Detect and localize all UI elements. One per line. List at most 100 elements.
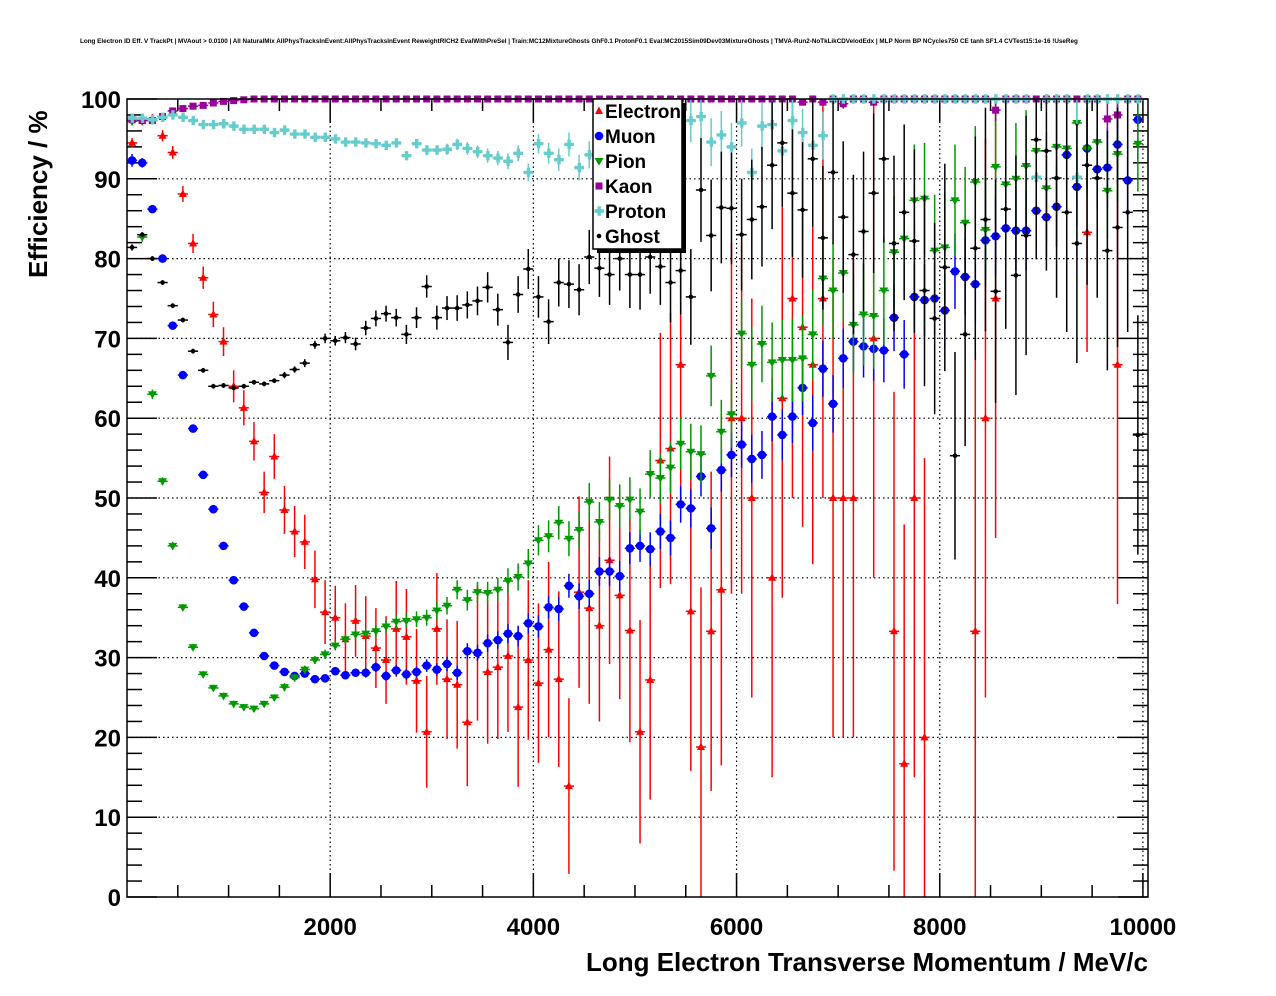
muon-marker: [442, 659, 452, 669]
electron-point: [462, 658, 473, 787]
electron-point: [523, 580, 534, 740]
muon-marker: [381, 671, 391, 681]
muon-marker: [463, 646, 472, 656]
ghost-point: [1061, 99, 1072, 333]
kaon-point: [198, 101, 209, 109]
pion-marker: [219, 692, 229, 701]
electron-marker: [168, 147, 177, 156]
ghost-point: [584, 229, 595, 285]
electron-point: [452, 620, 463, 749]
ghost-point: [838, 141, 849, 293]
muon-marker: [788, 412, 797, 421]
muon-point: [492, 631, 503, 649]
muon-point: [431, 663, 442, 676]
electron-point: [320, 580, 331, 645]
pion-point: [878, 236, 889, 345]
electron-point: [177, 185, 188, 202]
pion-point: [726, 380, 737, 448]
ghost-point: [330, 336, 341, 346]
ghost-marker: [627, 272, 633, 277]
muon-point: [685, 489, 696, 528]
ghost-point: [1102, 130, 1113, 371]
ghost-marker: [261, 381, 267, 387]
ghost-point: [360, 320, 371, 336]
ghost-marker: [820, 235, 826, 241]
ghost-marker: [1115, 225, 1120, 230]
ghost-point: [604, 244, 615, 305]
ghost-marker: [1084, 162, 1090, 168]
ghost-point: [1031, 99, 1042, 260]
muon-point: [391, 664, 402, 676]
muon-marker: [168, 321, 178, 330]
ghost-marker: [1074, 241, 1080, 246]
pion-marker: [635, 508, 645, 517]
muon-marker: [615, 571, 625, 581]
proton-marker: [330, 134, 341, 144]
ghost-marker: [647, 254, 653, 260]
muon-marker: [158, 254, 167, 263]
electron-marker: [128, 138, 137, 146]
electron-point: [970, 351, 981, 897]
ghost-point: [299, 359, 310, 368]
proton-point: [482, 148, 493, 163]
kaon-marker: [220, 97, 228, 105]
pion-point: [868, 263, 879, 369]
proton-point: [492, 150, 503, 166]
pion-point: [716, 399, 727, 464]
muon-marker: [239, 602, 249, 611]
pion-point: [787, 318, 798, 402]
muon-marker: [351, 668, 360, 678]
pion-marker: [249, 705, 259, 714]
proton-point: [248, 124, 260, 135]
ghost-point: [574, 264, 585, 316]
ghost-marker: [1054, 175, 1059, 181]
pion-point: [269, 694, 280, 702]
muon-marker: [595, 567, 604, 576]
ghost-point: [1021, 115, 1032, 356]
ghost-marker: [678, 268, 683, 273]
electron-marker: [209, 309, 218, 318]
ghost-marker: [993, 289, 998, 294]
ghost-marker: [912, 238, 917, 244]
muon-marker: [209, 504, 218, 514]
ghost-marker: [637, 272, 643, 277]
ghost-marker: [475, 298, 480, 304]
pion-point: [198, 671, 209, 679]
kaon-point: [228, 97, 239, 105]
proton-point: [218, 119, 229, 129]
ghost-marker: [566, 281, 572, 287]
proton-marker: [472, 146, 483, 157]
proton-marker: [127, 113, 137, 123]
pion-point: [228, 700, 239, 709]
muon-point: [320, 674, 331, 683]
y-tick-label: 0: [108, 885, 121, 912]
pion-marker: [381, 623, 391, 631]
electron-point: [482, 600, 493, 744]
electron-point: [208, 301, 219, 328]
ghost-point: [919, 194, 930, 387]
kaon-point: [797, 98, 808, 106]
pion-point: [248, 705, 260, 714]
muon-marker: [727, 450, 736, 460]
legend-pion-icon: [594, 158, 604, 166]
muon-marker: [280, 667, 289, 677]
pion-marker: [269, 694, 279, 702]
ghost-marker: [282, 372, 287, 378]
ghost-marker: [444, 305, 450, 311]
proton-point: [411, 138, 422, 149]
ghost-marker: [576, 287, 582, 293]
proton-marker: [320, 132, 331, 143]
ghost-point: [228, 385, 239, 391]
proton-point: [452, 138, 463, 151]
ghost-point: [797, 142, 808, 278]
proton-point: [309, 132, 321, 143]
ghost-point: [309, 340, 321, 349]
pion-marker: [158, 478, 168, 486]
muon-marker: [574, 591, 584, 601]
muon-marker: [706, 524, 716, 533]
electron-point: [350, 584, 361, 657]
y-tick-label: 60: [94, 406, 121, 433]
proton-marker: [310, 132, 320, 143]
pion-point: [949, 144, 961, 257]
electron-point: [645, 560, 656, 800]
